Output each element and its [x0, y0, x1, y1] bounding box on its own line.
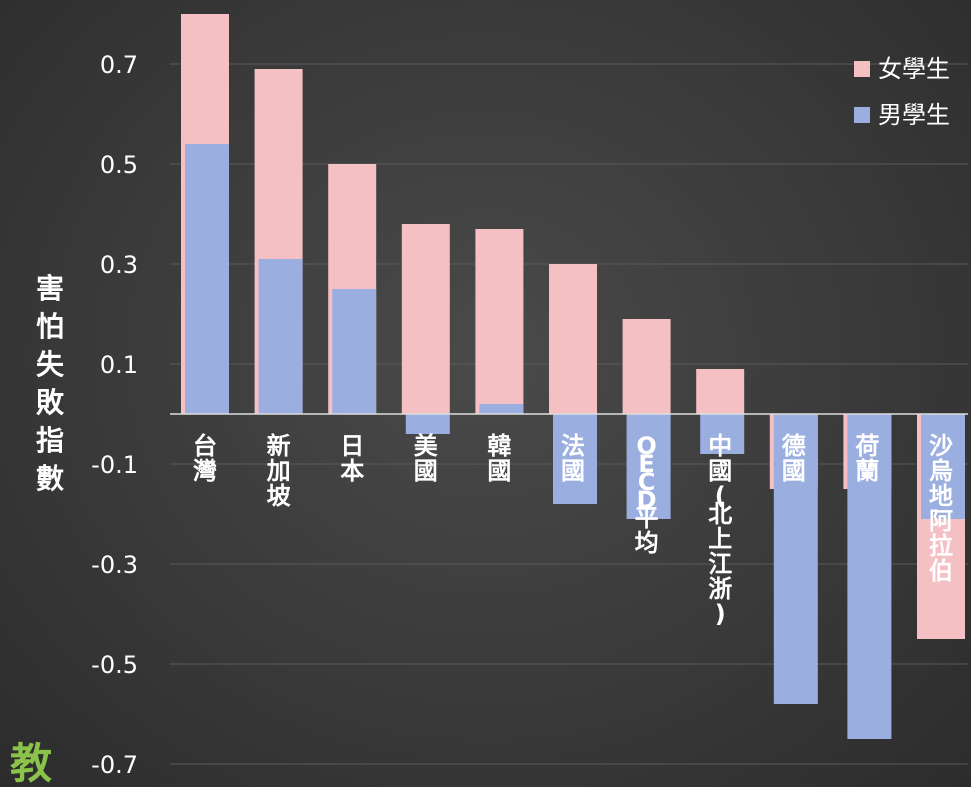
- bar-male: [185, 144, 229, 414]
- y-tick-labels: 0.7 0.5 0.3 0.1 -0.1 -0.3 -0.5 -0.7: [91, 51, 138, 779]
- bar-male: [773, 414, 818, 704]
- bar-male: [332, 289, 377, 414]
- bar-male: [700, 414, 745, 454]
- category-label: 法國: [561, 432, 585, 485]
- legend-swatch: [854, 107, 870, 123]
- logo-mark: 教: [10, 739, 52, 787]
- bar-male: [479, 404, 524, 414]
- category-label: 韓國: [487, 432, 511, 485]
- bar-female: [622, 319, 671, 414]
- y-tick-label: 0.3: [100, 251, 138, 279]
- category-label: 德國: [782, 432, 806, 485]
- logo: 教: [10, 739, 52, 787]
- bar-male: [405, 414, 450, 434]
- bar-female: [475, 229, 524, 414]
- y-tick-label: -0.5: [91, 651, 138, 679]
- bar-male: [258, 259, 303, 414]
- y-tick-label: -0.3: [91, 551, 138, 579]
- legend-swatch: [854, 61, 870, 77]
- bar-male: [847, 414, 892, 739]
- category-label: 台灣: [193, 432, 217, 485]
- y-tick-label: 0.5: [100, 151, 138, 179]
- bar-male: [921, 414, 965, 519]
- category-label: 荷蘭: [855, 432, 879, 485]
- category-label: 日本: [340, 432, 364, 485]
- y-tick-label: 0.1: [100, 351, 138, 379]
- y-tick-label: -0.1: [91, 451, 138, 479]
- category-label: 新加坡: [267, 432, 291, 510]
- legend-label: 女學生: [878, 55, 950, 83]
- bar-female: [696, 369, 745, 414]
- category-label: O E C D 平均: [635, 432, 659, 557]
- category-label: 中國(北上江浙): [708, 432, 732, 628]
- y-axis-label: 害怕失敗指數: [36, 272, 65, 495]
- y-axis-title: 害怕失敗指數: [36, 272, 65, 495]
- legend-label: 男學生: [878, 101, 950, 129]
- bar-female: [401, 224, 450, 414]
- y-tick-label: 0.7: [100, 51, 138, 79]
- category-label: 美國: [414, 432, 438, 485]
- y-tick-label: -0.7: [91, 751, 138, 779]
- bars-layer: [181, 14, 965, 739]
- bar-male: [553, 414, 597, 504]
- category-label: 沙烏地阿拉伯: [929, 432, 953, 585]
- bar-male: [626, 414, 671, 519]
- bar-female: [549, 264, 597, 414]
